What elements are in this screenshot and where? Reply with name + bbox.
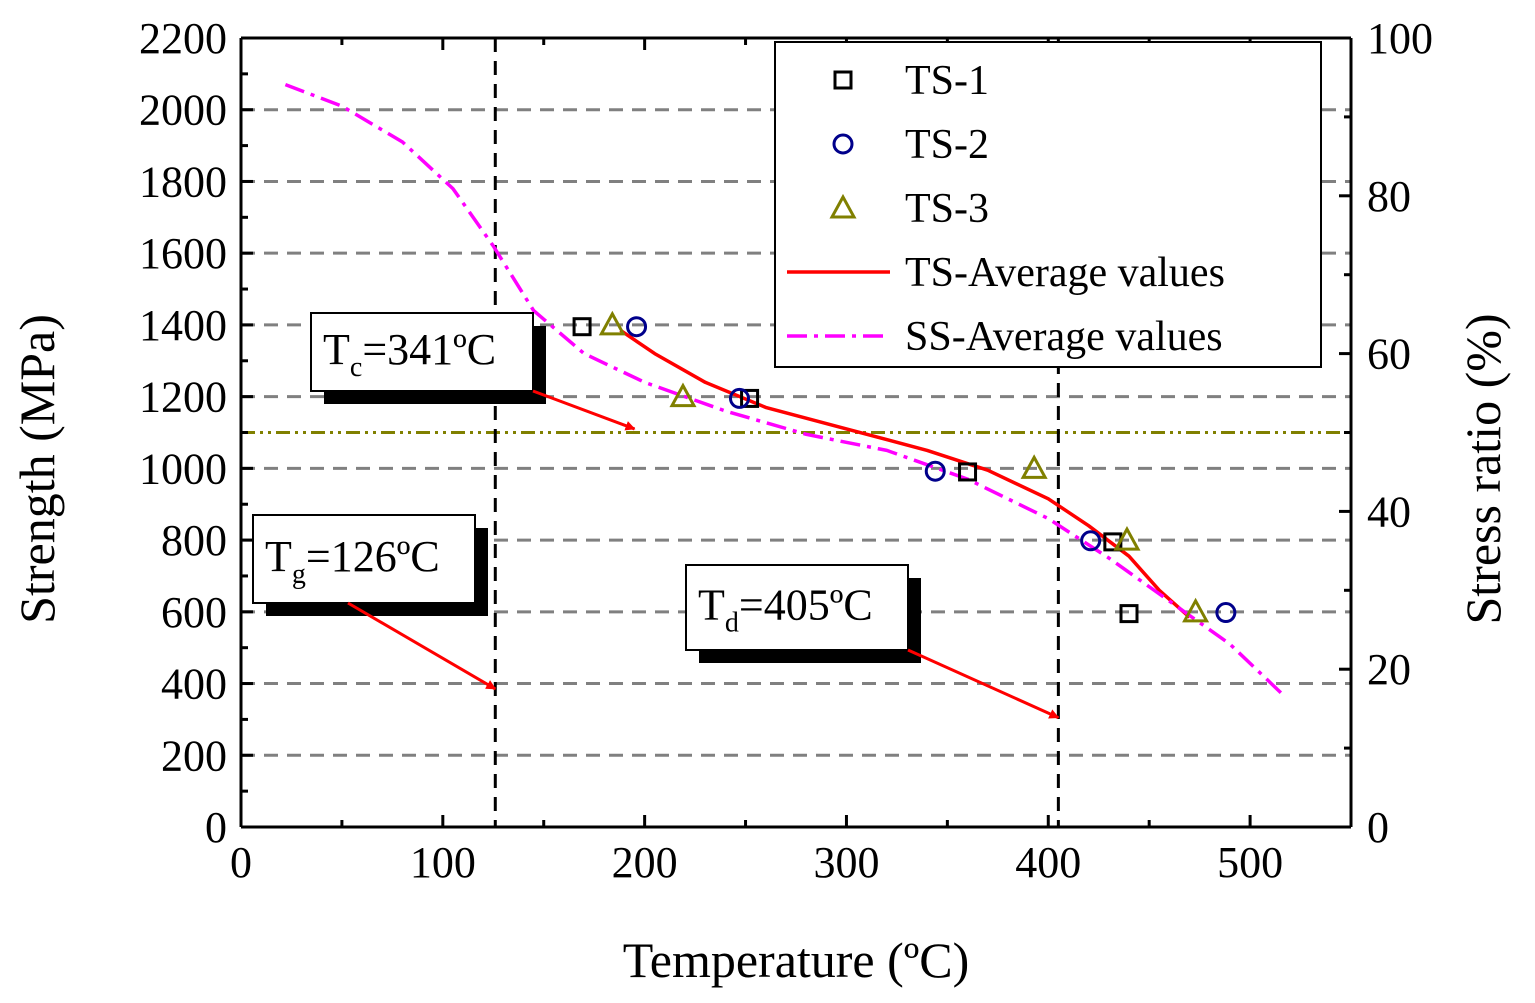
y2-tick-label: 40	[1367, 487, 1411, 536]
legend-label: TS-1	[905, 58, 989, 104]
y-tick-label: 1400	[139, 301, 227, 350]
y-tick-label: 800	[161, 516, 227, 565]
y-tick-label: 1200	[139, 373, 227, 422]
y-tick-label: 200	[161, 731, 227, 780]
y2-tick-label: 100	[1367, 14, 1433, 63]
legend-symbol-ts-3	[829, 193, 857, 219]
data-point-ts-3	[1020, 454, 1048, 479]
legend: TS-1 TS-2 TS-3 TS-Average values SS-Average …	[774, 41, 1322, 368]
y-tick-label: 1000	[139, 444, 227, 493]
y2-tick-label: 20	[1367, 645, 1411, 694]
y-tick-label: 1600	[139, 229, 227, 278]
y-tick-label: 600	[161, 588, 227, 637]
y2-tick-label: 60	[1367, 330, 1411, 379]
y2-tick-label: 80	[1367, 172, 1411, 221]
series-line-ts-average-values	[619, 328, 1191, 619]
legend-box	[774, 41, 1322, 368]
legend-label: SS-Average values	[905, 314, 1223, 360]
x-axis-title: Temperature (ºC)	[623, 932, 970, 988]
data-point-ts-3	[1182, 597, 1210, 623]
axes: 0 100 200 300 400 500020040060080010001200140…	[139, 14, 1433, 887]
data-point-ts-2	[1215, 602, 1237, 624]
y-axis-title: Strength (MPa)	[9, 314, 65, 624]
legend-label: TS-Average values	[905, 250, 1225, 296]
y2-tick-label: 0	[1367, 803, 1389, 852]
data-point-ts-2	[626, 316, 648, 338]
series-line-ss-average-values	[284, 82, 1286, 698]
data-point-ts-1	[958, 462, 978, 482]
legend-label: TS-2	[905, 122, 989, 168]
x-tick-label: 100	[410, 838, 476, 887]
y-tick-label: 400	[161, 660, 227, 709]
data-point-ts-2	[924, 460, 946, 482]
x-tick-label: 500	[1217, 838, 1283, 887]
annotation-label: Tg=126ºC	[265, 532, 440, 590]
legend-symbol-ts-1	[833, 70, 853, 90]
x-tick-label: 200	[612, 838, 678, 887]
data-point-ts-1	[572, 317, 592, 337]
x-tick-label: 300	[813, 838, 879, 887]
annotation-label: Td=405ºC	[698, 581, 873, 639]
data-point-ts-3	[669, 382, 697, 408]
data-point-ts-2	[1080, 530, 1102, 552]
data-point-ts-3	[598, 310, 626, 336]
annotation-box	[252, 514, 476, 604]
annotation-c: Tc=341ºC	[310, 312, 636, 431]
annotation-arrow	[907, 648, 1060, 719]
annotation-box	[310, 312, 534, 392]
annotation-d: Td=405ºC	[685, 564, 1060, 719]
data-point-ts-3	[1113, 525, 1141, 551]
legend-label: TS-3	[905, 186, 989, 232]
y-tick-label: 1800	[139, 157, 227, 206]
annotation-g: Tg=126ºC	[252, 514, 497, 691]
legend-symbol-ts-2	[832, 133, 854, 155]
y2-axis-title: Stress ratio (%)	[1455, 313, 1511, 624]
x-tick-label: 0	[230, 838, 252, 887]
data-point-ts-1	[1119, 604, 1139, 624]
y-tick-label: 0	[205, 803, 227, 852]
data-point-ts-2	[728, 387, 750, 409]
plot-series	[284, 82, 1286, 698]
annotation-arrow	[347, 601, 497, 691]
annotation-arrow	[532, 389, 636, 431]
annotation-box	[685, 564, 909, 651]
data-point-ts-1	[740, 388, 760, 408]
x-tick-label: 400	[1015, 838, 1081, 887]
annotations: Tc=341ºC Tg=126ºC Td=405ºC	[252, 312, 1060, 719]
annotation-label: Tc=341ºC	[323, 325, 496, 383]
y-tick-label: 2200	[139, 14, 227, 63]
y-tick-label: 2000	[139, 86, 227, 135]
